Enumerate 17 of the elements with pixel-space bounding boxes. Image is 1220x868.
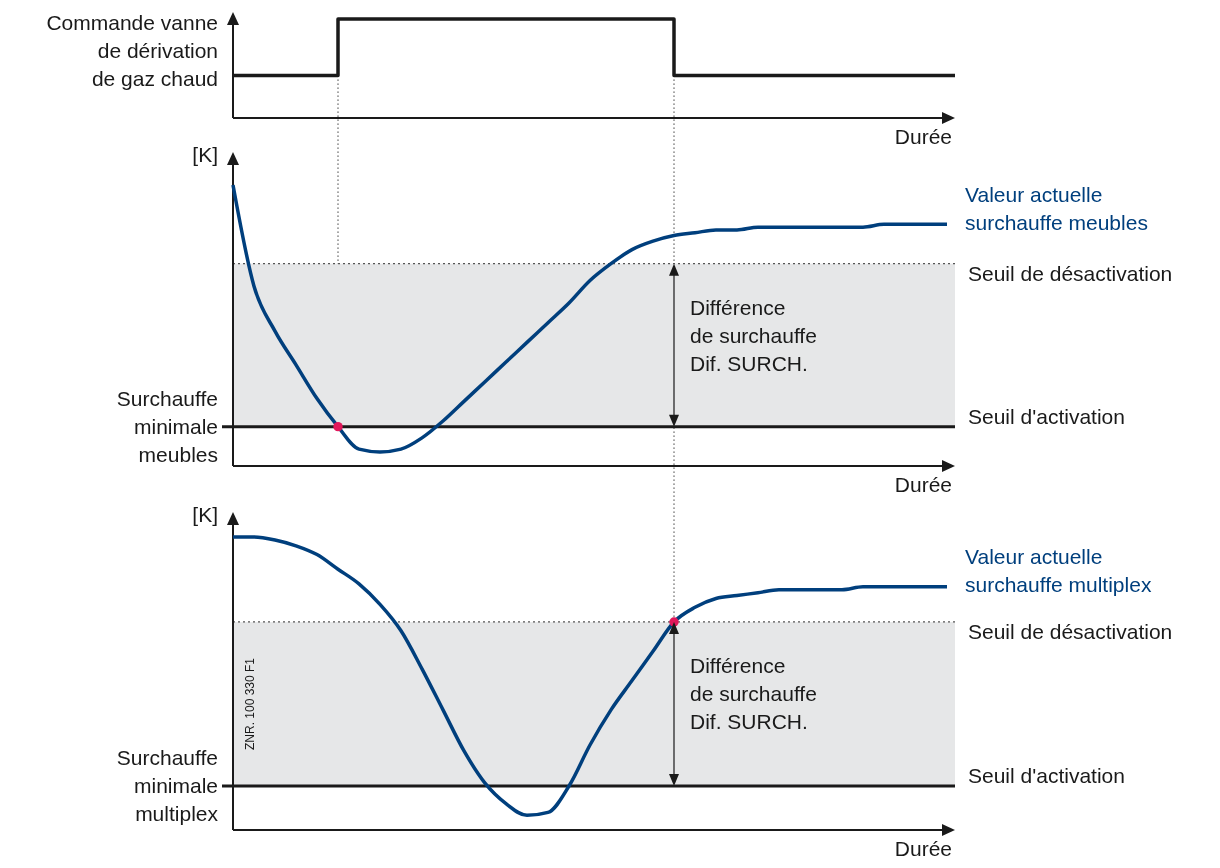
x-axis-title: Durée	[894, 473, 952, 496]
annotation: Différence de surchauffe Dif. SURCH.	[690, 295, 817, 375]
annotation: ZNR. 100 330 F1	[243, 657, 258, 751]
ref-line-label: Seuil d'activation	[968, 405, 1125, 429]
ref-line-label: Seuil d'activation	[968, 764, 1125, 788]
x-axis-title: Durée	[894, 125, 952, 148]
text: Surchauffe minimale meubles	[116, 387, 218, 467]
series-label: Valeur actuelle surchauffe multiplex	[965, 545, 1152, 597]
y-axis-title: [K]	[192, 143, 218, 166]
ref-line-label: Seuil de désactivation	[968, 262, 1173, 286]
ref-line-label: Seuil de désactivation	[968, 620, 1173, 644]
x-axis-title: Durée	[894, 837, 952, 860]
y-axis-title: [K]	[192, 503, 218, 526]
series-label: Valeur actuelle surchauffe meubles	[965, 182, 1148, 234]
annotation: Différence de surchauffe Dif. SURCH.	[690, 654, 817, 734]
y-axis-title: Commande vanne de dérivation de gaz chaud	[46, 10, 218, 90]
text: Surchauffe minimale multiplex	[116, 746, 219, 826]
